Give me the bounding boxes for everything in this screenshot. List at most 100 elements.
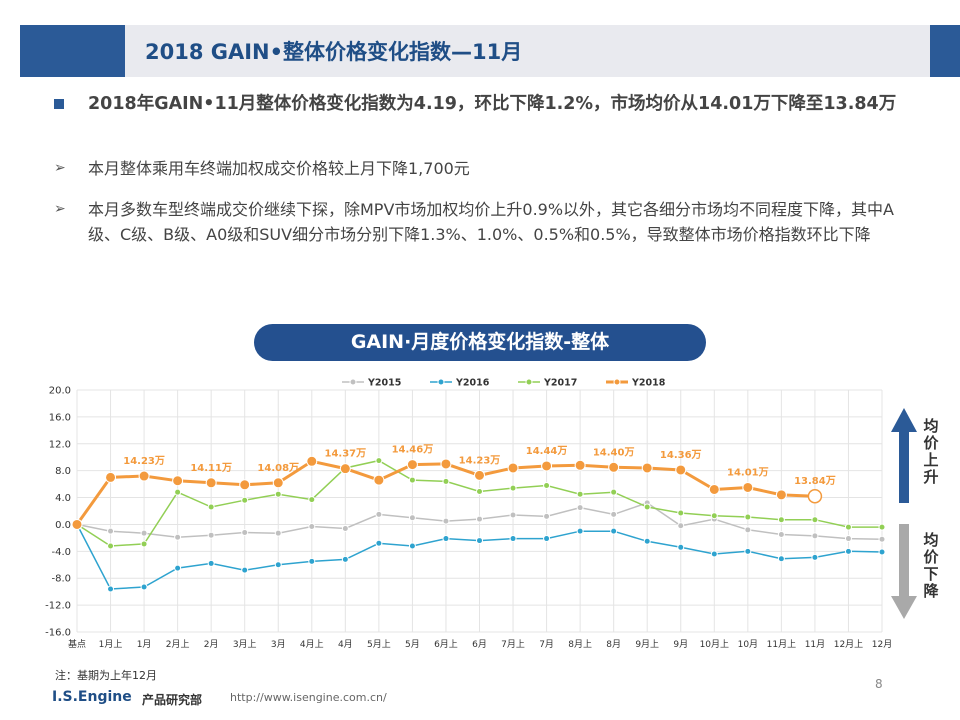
y-tick-label: 16.0 [49, 412, 71, 423]
data-point [476, 515, 483, 523]
data-label: 14.37万 [325, 448, 367, 460]
data-point [509, 484, 517, 492]
data-point [543, 512, 551, 520]
data-label: 14.23万 [123, 455, 165, 467]
data-point [675, 464, 687, 476]
footer-url[interactable]: http://www.isengine.com.cn/ [230, 691, 387, 704]
line-chart: 20.0 16.0 12.0 8.0 4.0 0.0 -4.0 -8.0 -12.0 -16.0基… [45, 378, 917, 650]
data-point [373, 474, 385, 486]
arrow-bullet-icon: ➢ [54, 201, 66, 217]
page-title: 2018 GAIN•整体价格变化指数—11月 [145, 40, 523, 64]
y-tick-label: 12.0 [49, 439, 71, 450]
header-band [125, 25, 930, 77]
data-point [375, 457, 383, 465]
summary-main: 2018年GAIN•11月整体价格变化指数为4.19，环比下降1.2%，市场均价… [88, 94, 897, 114]
y-tick-label: 4.0 [55, 493, 71, 504]
data-point [308, 496, 316, 504]
data-point [107, 585, 115, 593]
data-point [878, 523, 886, 531]
x-tick-label: 基点 [68, 638, 86, 650]
data-point [610, 510, 618, 518]
data-point [375, 510, 383, 518]
legend-label: Y2015 [367, 378, 401, 389]
data-point [140, 540, 148, 548]
data-point [708, 483, 720, 495]
data-label: 14.44万 [526, 445, 568, 457]
data-point [308, 522, 316, 530]
data-point [207, 503, 215, 511]
data-point [442, 535, 450, 543]
x-tick-label: 12月上 [834, 639, 863, 650]
legend-label: Y2017 [543, 378, 577, 389]
x-tick-label: 2月 [204, 639, 219, 650]
data-point [576, 527, 584, 535]
data-point [643, 503, 651, 511]
data-point [274, 561, 282, 569]
data-point [107, 542, 115, 550]
footer-dept: 产品研究部 [142, 693, 203, 707]
arrow-bullet-icon: ➢ [54, 160, 66, 176]
data-point [408, 476, 416, 484]
data-point [543, 535, 551, 543]
data-point [878, 548, 886, 556]
x-tick-label: 7月 [539, 639, 554, 650]
footer-logo: I.S.Engine [52, 689, 132, 705]
data-point [71, 518, 83, 530]
data-point [844, 547, 852, 555]
data-point [207, 559, 215, 567]
x-tick-label: 9月 [673, 639, 688, 650]
data-label: 13.84万 [794, 475, 836, 487]
data-point [509, 511, 517, 519]
x-tick-label: 4月 [338, 639, 353, 650]
data-label: 14.36万 [660, 449, 702, 461]
x-tick-label: 1月 [137, 639, 152, 650]
x-tick-label: 6月上 [434, 639, 458, 650]
data-point [207, 531, 215, 539]
x-tick-label: 5月 [405, 639, 420, 650]
data-label: 14.46万 [392, 444, 434, 456]
legend-label: Y2018 [631, 378, 666, 389]
header-accent-left [20, 25, 125, 77]
x-tick-label: 5月上 [367, 639, 391, 650]
data-label: 14.23万 [459, 454, 501, 466]
data-point [140, 583, 148, 591]
legend-marker [349, 378, 357, 386]
x-tick-label: 11月 [805, 639, 825, 650]
data-point [306, 455, 318, 467]
page-number: 8 [875, 677, 883, 691]
data-point [777, 516, 785, 524]
data-point [274, 490, 282, 498]
data-point [241, 529, 249, 537]
side-label-down: 均价下降 [923, 531, 939, 600]
y-tick-label: -12.0 [45, 601, 71, 612]
data-point [174, 488, 182, 496]
x-tick-label: 7月上 [501, 639, 525, 650]
data-point [744, 526, 752, 534]
data-point [339, 463, 351, 475]
data-point [710, 512, 718, 520]
data-point [507, 462, 519, 474]
data-point [608, 461, 620, 473]
data-point [744, 547, 752, 555]
x-tick-label: 9月上 [635, 639, 659, 650]
data-point [744, 513, 752, 521]
header-accent-right [930, 25, 960, 77]
side-label-up: 均价上升 [923, 417, 939, 486]
y-tick-label: -16.0 [45, 628, 71, 639]
data-point [543, 481, 551, 489]
data-point [576, 490, 584, 498]
data-point [476, 488, 483, 496]
legend-label: Y2016 [455, 378, 490, 389]
data-point [643, 537, 651, 545]
data-point [442, 517, 450, 525]
x-tick-label: 6月 [472, 639, 487, 650]
data-point [576, 504, 584, 512]
x-tick-label: 12月 [872, 639, 892, 650]
summary-point-2: 本月多数车型终端成交价继续下探，除MPV市场加权均价上升0.9%以外，其它各细分… [88, 200, 894, 244]
data-point [777, 531, 785, 539]
data-point [811, 516, 819, 524]
y-tick-label: -4.0 [51, 547, 71, 558]
data-label: 14.08万 [257, 462, 299, 474]
data-point [610, 488, 618, 496]
x-tick-label: 8月上 [568, 639, 592, 650]
